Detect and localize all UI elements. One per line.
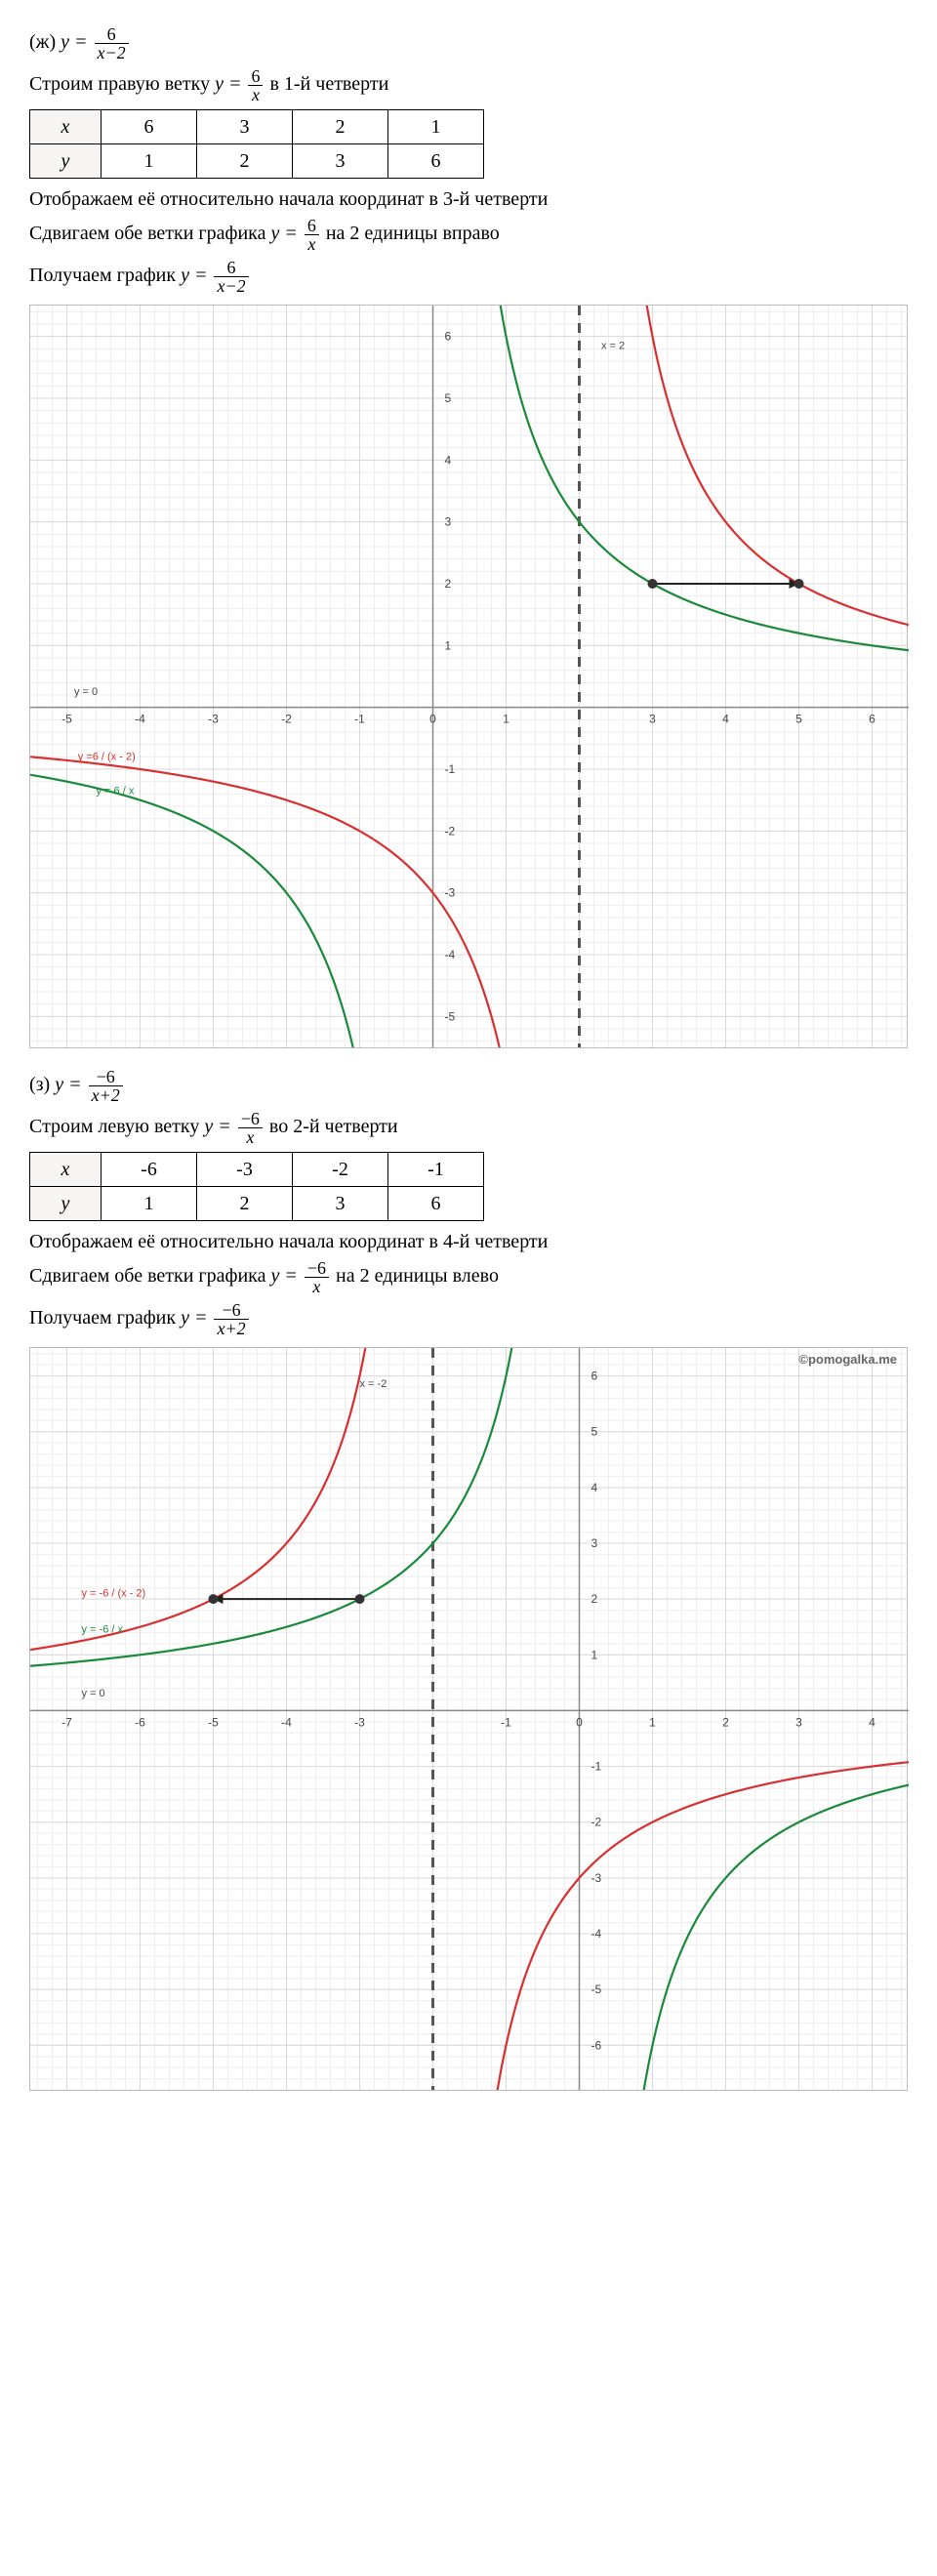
svg-text:-5: -5 bbox=[445, 1009, 456, 1023]
svg-text:-1: -1 bbox=[591, 1760, 602, 1774]
table-row: x -6 -3 -2 -1 bbox=[30, 1153, 484, 1187]
svg-text:-2: -2 bbox=[591, 1816, 602, 1829]
svg-text:6: 6 bbox=[445, 330, 452, 344]
table-g: x 6 3 2 1 y 1 2 3 6 bbox=[29, 109, 484, 179]
step1-g: Строим правую ветку y = 6 x в 1-й четвер… bbox=[29, 67, 908, 103]
svg-text:y = -6 / x: y = -6 / x bbox=[82, 1623, 124, 1635]
svg-text:3: 3 bbox=[591, 1536, 598, 1550]
step2-h: Отображаем её относительно начала коорди… bbox=[29, 1231, 908, 1253]
svg-text:3: 3 bbox=[445, 515, 452, 529]
part-label: (ж) bbox=[29, 31, 56, 53]
svg-text:y = 6 / x: y = 6 / x bbox=[97, 785, 135, 797]
table-row: y 1 2 3 6 bbox=[30, 1187, 484, 1221]
svg-text:2: 2 bbox=[445, 577, 452, 591]
svg-text:-5: -5 bbox=[208, 1715, 219, 1729]
svg-text:-4: -4 bbox=[281, 1715, 292, 1729]
svg-text:-4: -4 bbox=[591, 1927, 602, 1941]
svg-text:1: 1 bbox=[649, 1715, 656, 1729]
svg-text:0: 0 bbox=[576, 1715, 583, 1729]
svg-text:y = 0: y = 0 bbox=[82, 1688, 105, 1699]
svg-text:5: 5 bbox=[445, 391, 452, 405]
eq-frac: 6 x−2 bbox=[95, 25, 129, 61]
svg-text:-1: -1 bbox=[354, 713, 365, 726]
svg-text:2: 2 bbox=[722, 1715, 729, 1729]
table-row: x 6 3 2 1 bbox=[30, 110, 484, 144]
problem-h-header: (з) y = −6 x+2 bbox=[29, 1068, 908, 1104]
svg-text:-7: -7 bbox=[61, 1715, 72, 1729]
svg-text:4: 4 bbox=[722, 713, 729, 726]
svg-text:-1: -1 bbox=[445, 762, 456, 776]
svg-text:x = -2: x = -2 bbox=[360, 1378, 387, 1390]
svg-text:6: 6 bbox=[591, 1370, 598, 1383]
svg-text:6: 6 bbox=[869, 713, 876, 726]
svg-text:4: 4 bbox=[445, 453, 452, 467]
eq-frac: −6 x+2 bbox=[89, 1068, 123, 1104]
svg-text:4: 4 bbox=[591, 1481, 598, 1494]
table-h: x -6 -3 -2 -1 y 1 2 3 6 bbox=[29, 1152, 484, 1221]
step2-g: Отображаем её относительно начала коорди… bbox=[29, 188, 908, 211]
svg-text:5: 5 bbox=[591, 1425, 598, 1439]
svg-text:-5: -5 bbox=[61, 713, 72, 726]
svg-text:-3: -3 bbox=[208, 713, 219, 726]
svg-text:2: 2 bbox=[591, 1592, 598, 1606]
svg-text:1: 1 bbox=[445, 638, 452, 652]
svg-text:x = 2: x = 2 bbox=[601, 340, 625, 351]
eq-lhs: y = bbox=[61, 31, 87, 53]
chart-g-wrap: -5 -4 -3 -2 -1 0 1 3 4 5 6 -5 -4 -3 -2 -1 1 2 3 4 5 6 x = 2 y =… bbox=[29, 305, 908, 1048]
step3-g: Сдвигаем обе ветки графика y = 6 x на 2 … bbox=[29, 217, 908, 253]
svg-text:3: 3 bbox=[649, 713, 656, 726]
chart-h: -7 -6 -5 -4 -3 -1 0 1 2 3 4 -6 -5 -4 -3 -2 -1 1 2 3 4 5 6 x = -… bbox=[30, 1348, 909, 2090]
svg-text:-5: -5 bbox=[591, 1983, 602, 1996]
watermark: ©pomogalka.me bbox=[798, 1352, 897, 1367]
svg-text:-2: -2 bbox=[281, 713, 292, 726]
chart-g: -5 -4 -3 -2 -1 0 1 3 4 5 6 -5 -4 -3 -2 -1 1 2 3 4 5 6 x = 2 y =… bbox=[30, 306, 909, 1047]
svg-text:-3: -3 bbox=[445, 886, 456, 900]
svg-text:1: 1 bbox=[503, 713, 509, 726]
svg-text:y = -6 / (x - 2): y = -6 / (x - 2) bbox=[82, 1587, 146, 1599]
svg-text:-1: -1 bbox=[501, 1715, 511, 1729]
svg-text:5: 5 bbox=[795, 713, 802, 726]
svg-text:-3: -3 bbox=[354, 1715, 365, 1729]
svg-text:-6: -6 bbox=[591, 2038, 602, 2052]
svg-text:y = 0: y = 0 bbox=[74, 686, 98, 698]
step4-h: Получаем график y = −6 x+2 bbox=[29, 1301, 908, 1337]
svg-text:y =6 / (x - 2): y =6 / (x - 2) bbox=[78, 752, 136, 763]
step3-h: Сдвигаем обе ветки графика y = −6 x на 2… bbox=[29, 1259, 908, 1295]
step1-h: Строим левую ветку y = −6 x во 2-й четве… bbox=[29, 1110, 908, 1146]
step4-g: Получаем график y = 6 x−2 bbox=[29, 259, 908, 295]
svg-text:-2: -2 bbox=[445, 824, 456, 838]
problem-g-header: (ж) y = 6 x−2 bbox=[29, 25, 908, 61]
svg-text:1: 1 bbox=[591, 1648, 598, 1661]
svg-text:-4: -4 bbox=[135, 713, 145, 726]
svg-text:-3: -3 bbox=[591, 1871, 602, 1885]
chart-h-wrap: ©pomogalka.me -7-6-5-4-3-101234-6-5-4-3-… bbox=[29, 1347, 908, 2091]
svg-text:4: 4 bbox=[869, 1715, 876, 1729]
eq-lhs: y = bbox=[55, 1074, 81, 1095]
svg-text:3: 3 bbox=[795, 1715, 802, 1729]
part-label: (з) bbox=[29, 1074, 50, 1095]
svg-text:-4: -4 bbox=[445, 948, 456, 961]
svg-text:0: 0 bbox=[429, 713, 436, 726]
table-row: y 1 2 3 6 bbox=[30, 144, 484, 179]
svg-text:-6: -6 bbox=[135, 1715, 145, 1729]
